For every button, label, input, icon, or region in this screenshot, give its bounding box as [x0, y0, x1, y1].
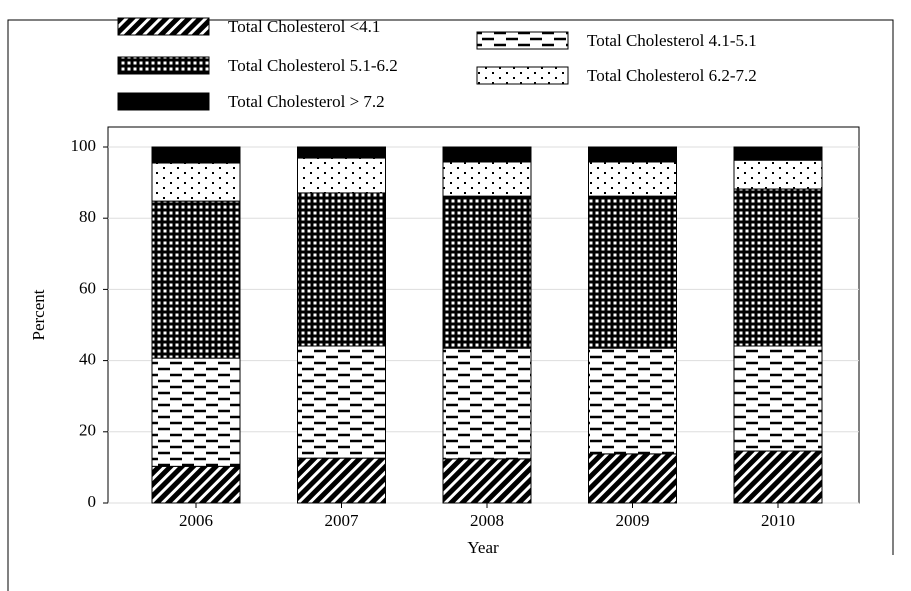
- legend-swatch: [117, 17, 210, 36]
- bar-segment: [297, 345, 386, 459]
- y-tick-label: 100: [71, 136, 97, 155]
- bar-segment: [442, 195, 532, 349]
- x-tick-label: 2006: [179, 511, 213, 530]
- legend-swatch: [117, 56, 210, 75]
- y-tick-label: 20: [79, 421, 96, 440]
- bar-segment: [297, 457, 386, 504]
- legend-label: Total Cholesterol 5.1-6.2: [228, 56, 398, 75]
- x-tick-label: 2008: [470, 511, 504, 530]
- bar-segment: [151, 162, 241, 202]
- bar-segment: [588, 195, 677, 349]
- bar-segment: [733, 450, 823, 504]
- y-tick-label: 0: [88, 492, 97, 511]
- bar-segment: [297, 192, 386, 347]
- outer-frame: [7, 19, 894, 591]
- x-axis-label: Year: [467, 538, 499, 557]
- legend-label: Total Cholesterol > 7.2: [228, 92, 385, 111]
- bar-segment: [733, 159, 823, 190]
- legend-swatch: [117, 92, 210, 111]
- y-axis-label: Percent: [29, 289, 48, 340]
- bar-segment: [442, 347, 532, 460]
- bar-segment: [733, 146, 823, 161]
- bar-segment: [733, 188, 823, 347]
- x-tick-label: 2007: [325, 511, 360, 530]
- bar-segment: [151, 357, 241, 467]
- legend-label: Total Cholesterol <4.1: [228, 17, 380, 36]
- bar-segment: [442, 146, 532, 163]
- bar-segment: [733, 345, 823, 452]
- bar-segment: [151, 465, 241, 504]
- y-tick-label: 80: [79, 207, 96, 226]
- legend-label: Total Cholesterol 4.1-5.1: [587, 31, 757, 50]
- legend-label: Total Cholesterol 6.2-7.2: [587, 66, 757, 85]
- legend-swatch: [476, 66, 569, 85]
- bar-segment: [588, 146, 677, 163]
- y-tick-label: 60: [79, 278, 96, 297]
- bar-segment: [588, 453, 677, 504]
- bar-segment: [151, 200, 241, 359]
- y-tick-label: 40: [79, 350, 96, 369]
- bar-segment: [297, 157, 386, 194]
- x-tick-label: 2010: [761, 511, 795, 530]
- x-tick-label: 2009: [616, 511, 650, 530]
- bar-segment: [588, 161, 677, 197]
- legend-swatch: [476, 31, 569, 50]
- bar-segment: [588, 347, 677, 455]
- bar-segment: [442, 161, 532, 197]
- bar-segment: [297, 146, 386, 159]
- bar-segment: [442, 458, 532, 504]
- bar-segment: [151, 146, 241, 164]
